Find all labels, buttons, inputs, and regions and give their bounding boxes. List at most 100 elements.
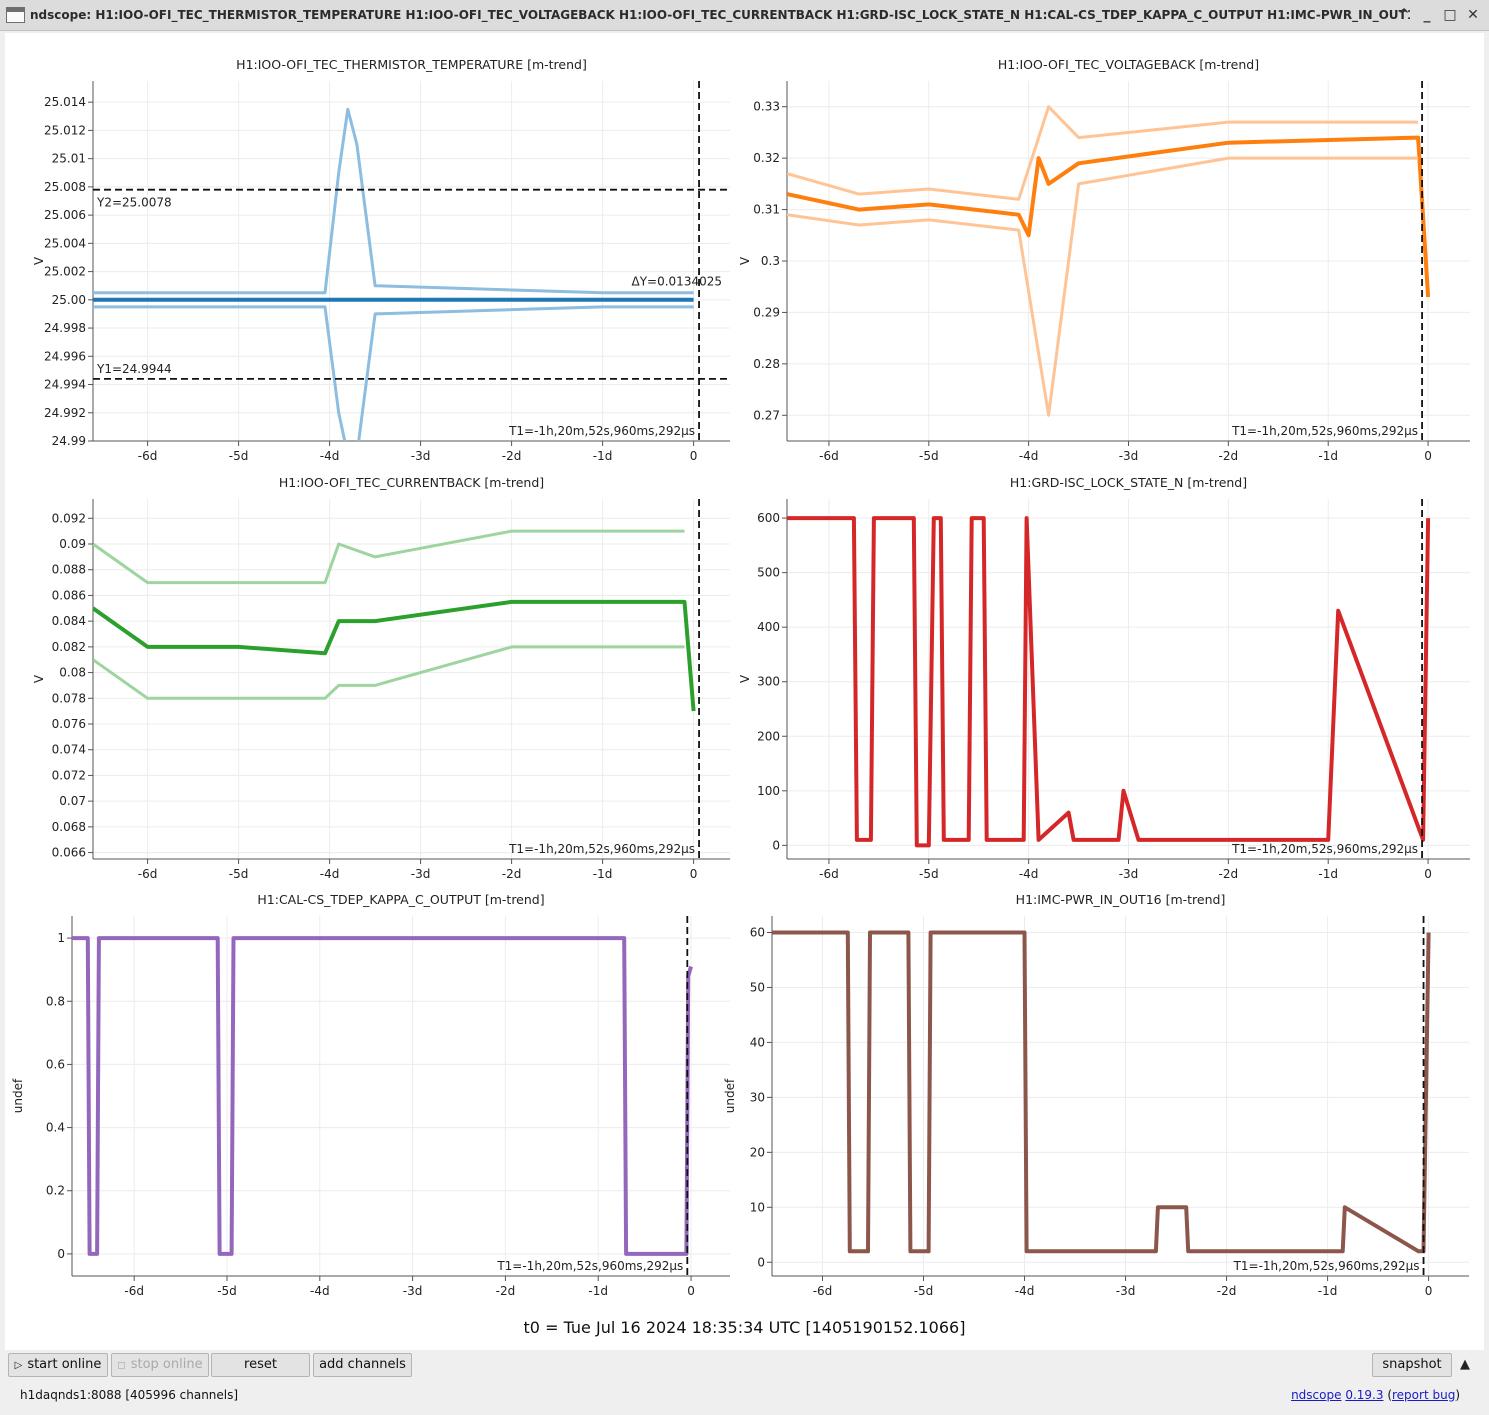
y-tick-label: 300	[757, 675, 780, 689]
chart-svg: H1:IOO-OFI_TEC_VOLTAGEBACK [m-trend] 0.33…	[738, 57, 1470, 463]
x-tick-label: -5d	[919, 867, 939, 881]
version-link[interactable]: 0.19.3	[1345, 1388, 1384, 1402]
y-tick-label: 400	[757, 620, 780, 634]
plot-tec-voltageback[interactable]: H1:IOO-OFI_TEC_VOLTAGEBACK [m-trend] 0.33…	[738, 51, 1484, 463]
t1-cursor-label: T1=-1h,20m,52s,960ms,292µs	[508, 842, 695, 856]
chart-svg: H1:IOO-OFI_TEC_THERMISTOR_TEMPERATURE [m…	[32, 57, 730, 463]
series-group	[93, 107, 694, 441]
t1-cursor-label: T1=-1h,20m,52s,960ms,292µs	[1231, 424, 1418, 438]
series-line-mean	[72, 936, 693, 1256]
window-maximize-button[interactable]: □	[1443, 7, 1457, 23]
y-axis-ticks: 0.092 0.09 0.088 0.086 0.084 0.082 0.08 0.078 0.…	[52, 511, 93, 860]
y-axis-ticks: 25.014 25.012 25.01 25.008 25.006 25.004 25.00…	[44, 95, 93, 448]
x-axis-ticks: -6d -5d -4d -3d -2d -1d 0	[819, 441, 1432, 463]
x-tick-label: 0	[687, 1284, 695, 1298]
add-channels-button[interactable]: add channels	[313, 1353, 412, 1377]
window-minimize-button[interactable]: _	[1423, 7, 1431, 23]
x-tick-label: -2d	[502, 449, 522, 463]
y-tick-label: 24.998	[44, 321, 86, 335]
x-tick-label: -2d	[496, 1284, 516, 1298]
collapse-panel-icon[interactable]: ▲	[1460, 1357, 1470, 1372]
x-tick-label: -5d	[229, 867, 249, 881]
plot-imc-pwr-in[interactable]: H1:IMC-PWR_IN_OUT16 [m-trend] 60 50 40 30 20 1…	[723, 886, 1484, 1298]
y-tick-label: 25.006	[44, 208, 86, 222]
x-tick-label: -4d	[1015, 1284, 1035, 1298]
t1-cursor-label: T1=-1h,20m,52s,960ms,292µs	[1231, 842, 1418, 856]
reset-button[interactable]: reset	[211, 1353, 310, 1377]
stop-online-label: stop online	[130, 1357, 203, 1372]
window-title: ndscope: H1:IOO-OFI_TEC_THERMISTOR_TEMPE…	[30, 8, 1410, 22]
series-group	[787, 105, 1431, 417]
y-tick-label: 0.3	[761, 254, 780, 268]
y-axis-label: V	[32, 674, 46, 683]
y-tick-label: 0.068	[52, 820, 86, 834]
y-tick-label: 100	[757, 784, 780, 798]
plot-isc-lock-state[interactable]: H1:GRD-ISC_LOCK_STATE_N [m-trend] 600 500 4…	[738, 469, 1484, 881]
window-titlebar: ndscope: H1:IOO-OFI_TEC_THERMISTOR_TEMPE…	[0, 0, 1489, 31]
x-tick-label: -2d	[1219, 867, 1239, 881]
x-tick-label: 0	[690, 867, 698, 881]
plot-thermistor-temperature[interactable]: H1:IOO-OFI_TEC_THERMISTOR_TEMPERATURE [m…	[5, 51, 740, 463]
y-tick-label: 0.29	[753, 305, 780, 319]
x-axis-ticks: -6d -5d -4d -3d -2d -1d 0	[813, 1276, 1432, 1298]
x-tick-label: -2d	[1217, 1284, 1237, 1298]
x-tick-label: -1d	[593, 867, 613, 881]
server-status: h1daqnds1:8088 [405996 channels]	[20, 1388, 239, 1402]
delta-y-label: ΔY=0.0134025	[632, 275, 723, 289]
x-tick-label: -6d	[138, 867, 158, 881]
y-tick-label: 0.07	[59, 794, 86, 808]
y-tick-label: 24.994	[44, 378, 86, 392]
series-line-max	[93, 529, 685, 585]
version-info: ndscope 0.19.3 (report bug)	[1291, 1388, 1460, 1402]
series-line-mean	[93, 599, 696, 712]
series-line-max	[787, 105, 1419, 201]
y-tick-label: 0.078	[52, 691, 86, 705]
chart-svg: H1:GRD-ISC_LOCK_STATE_N [m-trend] 600 500 4…	[738, 475, 1470, 881]
series-line-min	[93, 305, 694, 441]
x-tick-label: -5d	[919, 449, 939, 463]
x-axis-ticks: -6d -5d -4d -3d -2d -1d 0	[124, 1276, 695, 1298]
series-line-mean	[787, 135, 1431, 298]
y-tick-label: 25.01	[52, 152, 86, 166]
ndscope-link[interactable]: ndscope	[1291, 1388, 1342, 1402]
play-icon: ▷	[14, 1360, 23, 1371]
y-axis-label: undef	[11, 1078, 25, 1113]
x-tick-label: -5d	[229, 449, 249, 463]
y-tick-label: 24.992	[44, 406, 86, 420]
snapshot-button[interactable]: snapshot	[1372, 1353, 1452, 1377]
x-tick-label: -6d	[124, 1284, 144, 1298]
y-tick-label: 0.076	[52, 717, 86, 731]
y-tick-label: 0.086	[52, 588, 86, 602]
y-axis-ticks: 600 500 400 300 200 100 0	[757, 511, 787, 852]
app-window-icon[interactable]	[6, 7, 25, 23]
x-tick-label: -3d	[1119, 449, 1139, 463]
x-tick-label: -3d	[1116, 1284, 1136, 1298]
y-tick-label: 0.27	[753, 408, 780, 422]
stop-online-button[interactable]: ◻ stop online	[111, 1353, 209, 1377]
series-group	[772, 930, 1431, 1254]
x-axis-ticks: -6d -5d -4d -3d -2d -1d 0	[138, 859, 698, 881]
plot-kappa-c-output[interactable]: H1:CAL-CS_TDEP_KAPPA_C_OUTPUT [m-trend] 1…	[5, 886, 740, 1298]
chart-title: H1:GRD-ISC_LOCK_STATE_N [m-trend]	[1010, 475, 1247, 490]
x-tick-label: -4d	[1019, 867, 1039, 881]
x-tick-label: -4d	[320, 867, 340, 881]
y-axis-ticks: 1 0.8 0.6 0.4 0.2 0	[46, 931, 72, 1261]
y-tick-label: 25.00	[52, 293, 86, 307]
series-line-mean	[787, 516, 1431, 848]
y-tick-label: 0.084	[52, 614, 86, 628]
window-close-button[interactable]: ✕	[1467, 7, 1479, 23]
chart-svg: H1:CAL-CS_TDEP_KAPPA_C_OUTPUT [m-trend] 1…	[11, 892, 730, 1298]
plot-tec-currentback[interactable]: H1:IOO-OFI_TEC_CURRENTBACK [m-trend] 0.09…	[5, 469, 740, 881]
x-tick-label: -3d	[1119, 867, 1139, 881]
t0-timestamp-label: t0 = Tue Jul 16 2024 18:35:34 UTC [14051…	[523, 1318, 966, 1337]
paren-close: )	[1455, 1388, 1460, 1402]
x-tick-label: -1d	[1318, 867, 1338, 881]
y-tick-label: 0.066	[52, 846, 86, 860]
report-bug-link[interactable]: report bug	[1392, 1388, 1456, 1402]
start-online-button[interactable]: ▷ start online	[8, 1353, 108, 1377]
y-tick-label: 20	[750, 1145, 765, 1159]
plot-area: H1:IOO-OFI_TEC_THERMISTOR_TEMPERATURE [m…	[5, 33, 1484, 1350]
series-line-min	[93, 645, 685, 700]
chart-title: H1:IOO-OFI_TEC_CURRENTBACK [m-trend]	[279, 475, 544, 490]
window-shade-button[interactable]: ^	[1398, 7, 1410, 23]
